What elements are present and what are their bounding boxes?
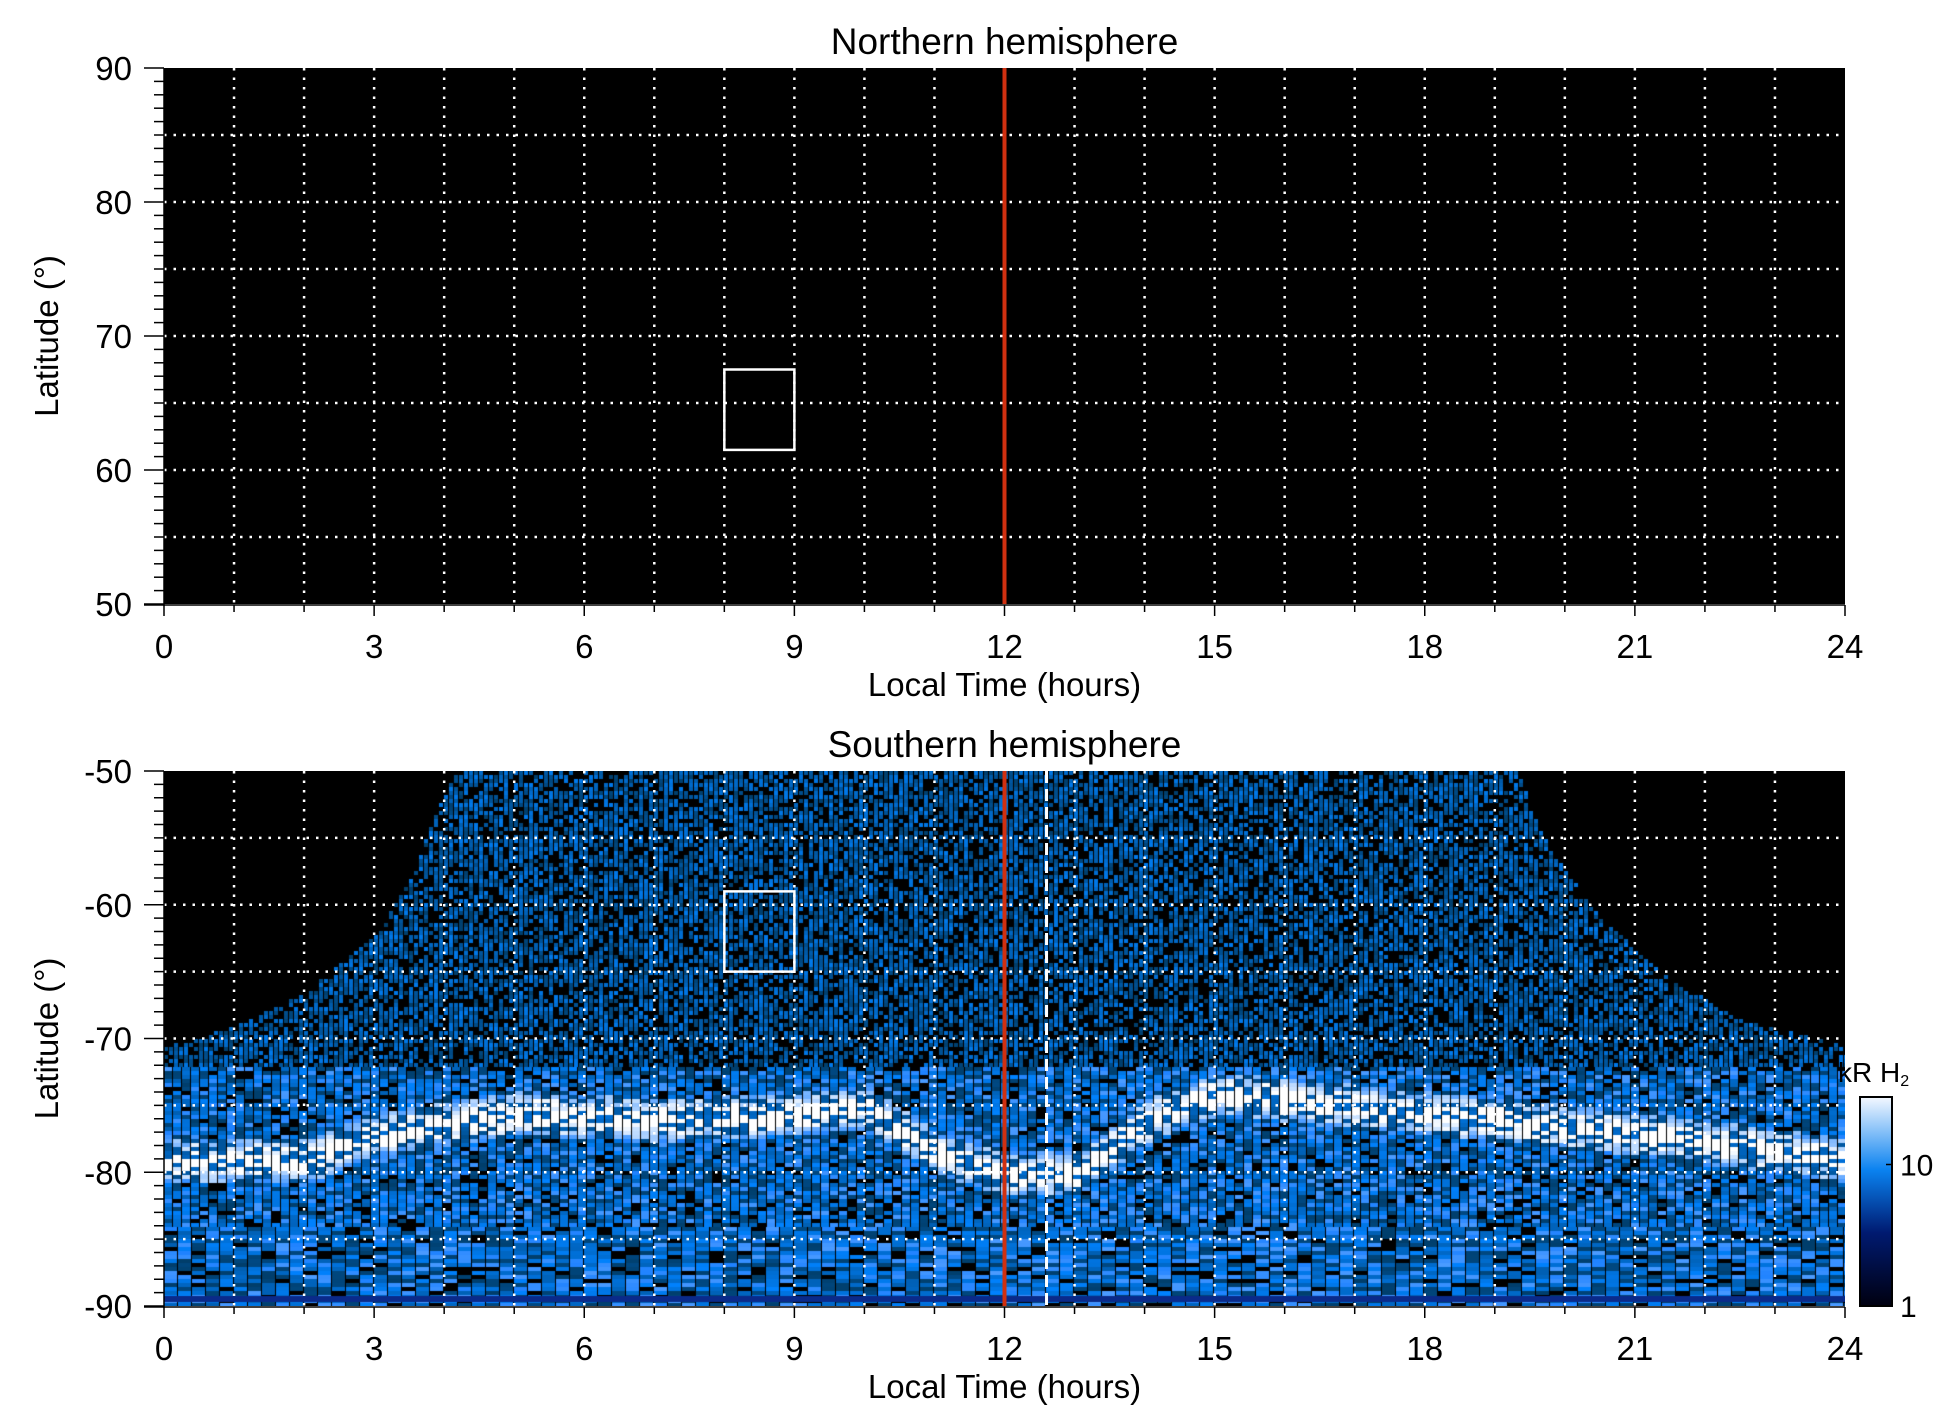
y-tick-label: -50: [84, 753, 132, 790]
y-tick-label: -80: [84, 1154, 132, 1191]
y-tick-label: 80: [95, 184, 132, 221]
x-tick-label: 6: [575, 628, 593, 665]
y-tick-label: 90: [95, 50, 132, 87]
panel-title: Southern hemisphere: [828, 724, 1182, 765]
y-tick-label: 60: [95, 452, 132, 489]
panel-northern: 0 3 6 9 12 15 18 21 24 50 60 70 80 90 Northern hemisph…: [28, 21, 1863, 703]
colorbar-label-subscript: 2: [1900, 1073, 1909, 1090]
region-box: [723, 890, 796, 973]
x-tick-label: 18: [1406, 628, 1443, 665]
y-tick-label: -70: [84, 1021, 132, 1058]
x-tick-label: 15: [1196, 1330, 1233, 1367]
y-tick-label: 70: [95, 318, 132, 355]
x-tick-label: 3: [365, 1330, 383, 1367]
region-box: [723, 368, 796, 452]
x-tick-label: 12: [986, 1330, 1023, 1367]
x-tick-label: 24: [1827, 1330, 1864, 1367]
y-tick-label: -60: [84, 887, 132, 924]
y-axis-label: Latitude (°): [28, 958, 65, 1120]
y-axis-label: Latitude (°): [28, 255, 65, 417]
colorbar-tick-label: 1: [1900, 1291, 1917, 1324]
y-tick-label: 50: [95, 586, 132, 623]
panel-title: Northern hemisphere: [831, 21, 1179, 62]
x-tick-label: 15: [1196, 628, 1233, 665]
y-tick-label: -90: [84, 1288, 132, 1325]
x-axis-label: Local Time (hours): [868, 1368, 1141, 1405]
x-tick-label: 18: [1406, 1330, 1443, 1367]
x-tick-label: 0: [155, 628, 173, 665]
colorbar-tick-label: 10: [1900, 1150, 1933, 1183]
x-tick-label: 12: [986, 628, 1023, 665]
colorbar-label-main: kR H: [1838, 1057, 1900, 1088]
x-tick-label: 21: [1617, 628, 1654, 665]
x-tick-label: 9: [785, 1330, 803, 1367]
x-tick-label: 0: [155, 1330, 173, 1367]
x-tick-label: 3: [365, 628, 383, 665]
x-tick-label: 6: [575, 1330, 593, 1367]
x-axis-label: Local Time (hours): [868, 666, 1141, 703]
colorbar-label: kR H2: [1838, 1057, 1909, 1090]
x-tick-label: 21: [1617, 1330, 1654, 1367]
colorbar: [1859, 1096, 1893, 1307]
x-tick-label: 24: [1827, 628, 1864, 665]
x-tick-label: 9: [785, 628, 803, 665]
